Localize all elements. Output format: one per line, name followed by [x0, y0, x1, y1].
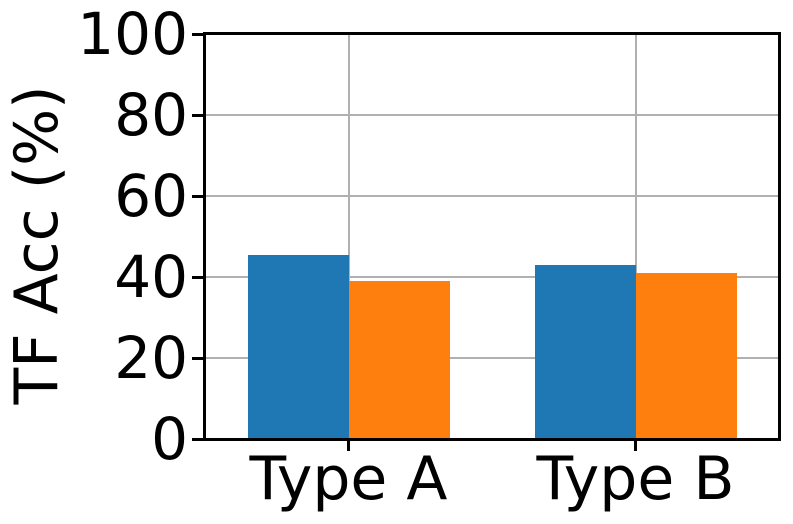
bar-series-orange-1 — [348, 281, 450, 439]
y-tick-mark — [192, 32, 205, 36]
x-tick-mark — [347, 439, 350, 451]
y-tick-label: 0 — [151, 405, 188, 473]
x-tick-label: Type B — [536, 444, 735, 514]
y-tick-mark — [192, 437, 205, 441]
y-tick-mark — [192, 194, 205, 198]
grid-line-horizontal — [205, 114, 779, 116]
y-tick-mark — [192, 356, 205, 360]
bar-series-blue-2 — [534, 264, 636, 439]
y-tick-label: 60 — [114, 162, 188, 230]
grid-line-vertical — [634, 34, 637, 439]
grid-line-vertical — [347, 34, 350, 439]
grid-line-horizontal — [205, 357, 779, 359]
x-tick-label: Type A — [249, 444, 448, 514]
bar-series-blue-1 — [247, 254, 349, 439]
grid-line-horizontal — [205, 195, 779, 197]
y-tick-label: 80 — [114, 81, 188, 149]
y-tick-mark — [192, 113, 205, 117]
bar-series-orange-2 — [635, 272, 737, 439]
grid-line-horizontal — [205, 34, 779, 35]
y-tick-label: 100 — [77, 0, 188, 68]
y-tick-label: 40 — [114, 243, 188, 311]
grid-line-horizontal — [205, 276, 779, 278]
y-tick-label: 20 — [114, 324, 188, 392]
x-tick-mark — [634, 439, 637, 451]
plot-area — [205, 34, 779, 439]
y-tick-mark — [192, 275, 205, 279]
